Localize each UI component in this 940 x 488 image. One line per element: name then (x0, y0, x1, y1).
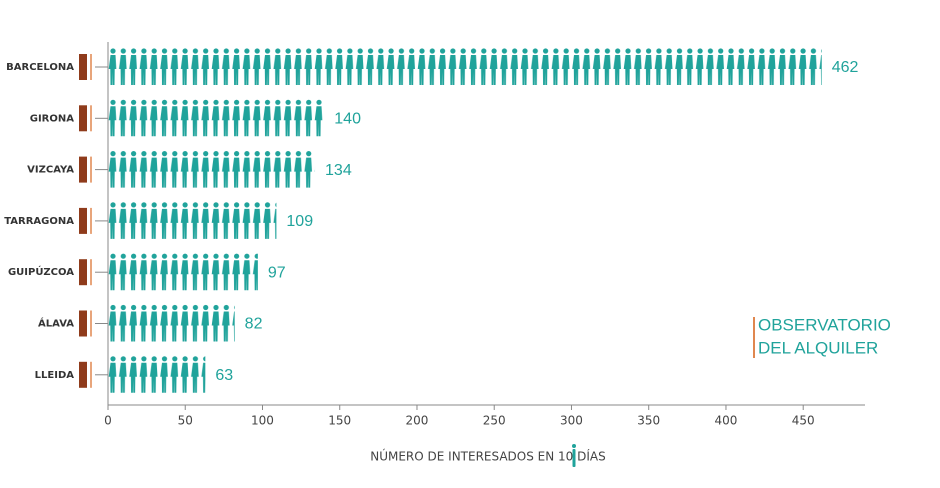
bar (108, 47, 822, 87)
value-label: 134 (325, 162, 352, 179)
x-tick-label: 450 (792, 414, 815, 428)
door (79, 310, 87, 337)
bar (108, 354, 206, 395)
value-label: 109 (286, 213, 313, 230)
bar (108, 149, 316, 190)
bar (108, 252, 258, 293)
category-label: ÁLAVA (38, 317, 74, 330)
legend-person (572, 444, 576, 467)
door (79, 361, 87, 388)
x-tick-label: 250 (483, 414, 506, 428)
logo-text: DEL ALQUILER (758, 338, 878, 357)
door (79, 259, 87, 286)
door (79, 105, 87, 132)
door (79, 156, 87, 183)
value-label: 63 (215, 367, 233, 384)
x-tick-label: 150 (328, 414, 351, 428)
bar (108, 200, 277, 241)
bar (108, 303, 235, 344)
person-head (572, 444, 576, 448)
door (79, 54, 87, 80)
bar (108, 98, 325, 139)
category-label: VIZCAYA (27, 165, 74, 176)
category-label: BARCELONA (6, 62, 74, 73)
x-tick-label: 100 (251, 414, 274, 428)
x-tick-label: 300 (560, 414, 583, 428)
value-label: 140 (334, 111, 361, 128)
x-tick-label: 350 (637, 414, 660, 428)
category-label: GIRONA (30, 113, 74, 124)
logo-text: OBSERVATORIO (758, 315, 891, 334)
x-tick-label: 200 (406, 414, 429, 428)
x-tick-label: 400 (715, 414, 738, 428)
value-label: 82 (245, 316, 263, 333)
door (79, 207, 87, 234)
category-label: LLEIDA (35, 370, 75, 381)
x-axis-label: NÚMERO DE INTERESADOS EN 10 DÍAS (370, 449, 606, 464)
category-label: TARRAGONA (4, 216, 74, 227)
person-body (572, 449, 576, 467)
value-label: 97 (268, 264, 286, 281)
x-tick-label: 0 (104, 414, 112, 428)
x-tick-label: 50 (178, 414, 193, 428)
category-label: GUIPÚZCOA (8, 265, 74, 278)
value-label: 462 (832, 59, 859, 76)
